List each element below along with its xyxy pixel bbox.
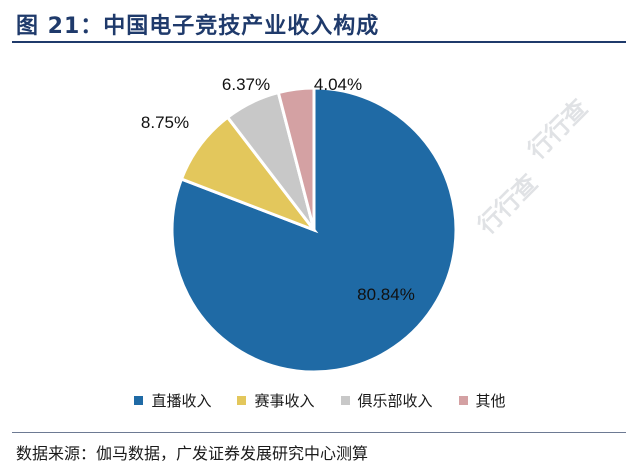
title-divider <box>12 41 626 43</box>
legend-swatch <box>340 396 350 405</box>
legend-item-3: 俱乐部收入 <box>340 390 433 411</box>
source-note: 数据来源：伽马数据，广发证券发展研究中心测算 <box>16 444 369 463</box>
pie-slices <box>170 86 458 374</box>
slice-value-label-1: 80.84% <box>357 285 415 304</box>
slice-value-label-3: 6.37% <box>222 75 270 94</box>
pie-data-labels: 80.84% 8.75% 6.37% 4.04% <box>141 75 415 304</box>
legend-item-4: 其他 <box>458 390 506 411</box>
legend-label: 俱乐部收入 <box>357 392 433 410</box>
legend-item-2: 赛事收入 <box>237 390 315 411</box>
slice-value-label-4: 4.04% <box>314 75 362 94</box>
slice-value-label-2: 8.75% <box>141 113 189 132</box>
legend-label: 其他 <box>475 392 506 410</box>
pie-chart: 80.84% 8.75% 6.37% 4.04% <box>141 75 458 374</box>
legend-label: 赛事收入 <box>254 392 315 410</box>
legend-label: 直播收入 <box>151 392 212 410</box>
figure-title: 图 21：中国电子竞技产业收入构成 <box>16 14 380 39</box>
source-divider <box>12 432 626 433</box>
legend-item-1: 直播收入 <box>134 390 211 411</box>
chart-legend: 直播收入 赛事收入 俱乐部收入 其他 <box>0 390 640 411</box>
legend-swatch <box>458 396 468 405</box>
legend-swatch <box>134 396 144 405</box>
pie-slice-4 <box>276 86 316 231</box>
legend-swatch <box>237 396 247 405</box>
